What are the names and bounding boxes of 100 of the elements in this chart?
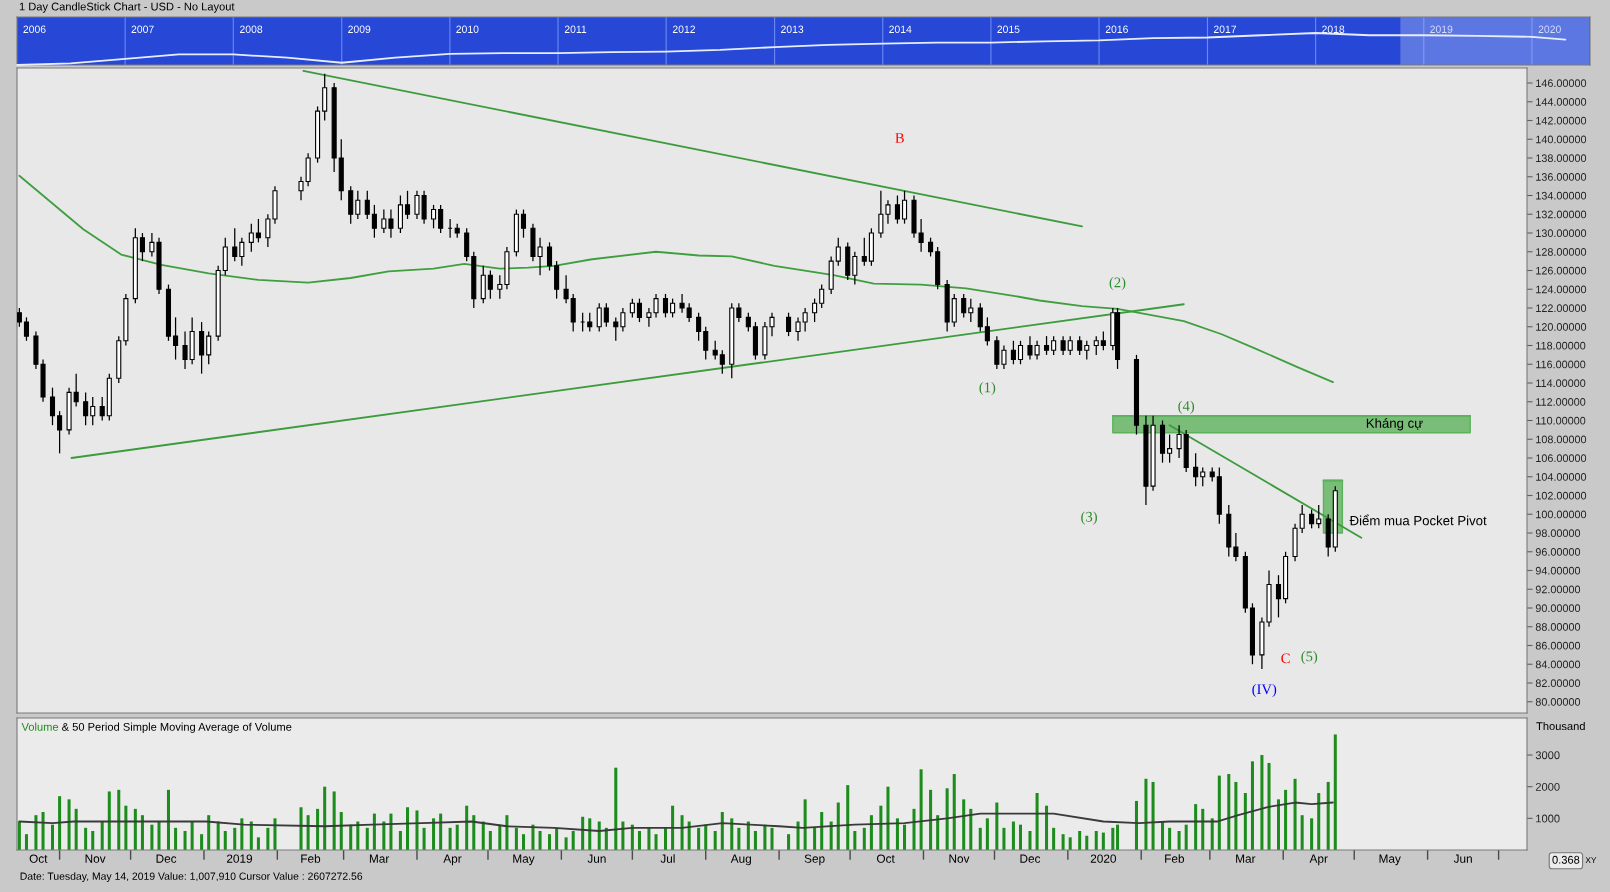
y-tick-label: 142.00000 xyxy=(1536,116,1587,125)
bar xyxy=(746,821,750,850)
bar xyxy=(813,827,817,850)
bar xyxy=(995,802,999,850)
candlestick xyxy=(1275,574,1282,619)
y-tick-label: 132.00000 xyxy=(1536,210,1587,219)
candlestick xyxy=(686,302,692,323)
x-tick-label: Dec xyxy=(1020,854,1041,863)
x-tick-label: 2014 xyxy=(889,25,912,33)
bar xyxy=(323,786,327,850)
candlestick xyxy=(99,396,105,422)
bar xyxy=(365,827,369,850)
chart-title: 1 Day CandleStick Chart - USD - No Layout xyxy=(19,2,235,13)
bar xyxy=(150,824,154,850)
bar xyxy=(803,799,807,850)
x-tick-label: Mar xyxy=(369,854,390,863)
bar xyxy=(124,805,128,850)
y-tick-label: 116.00000 xyxy=(1536,360,1586,369)
bar xyxy=(34,815,38,850)
bar xyxy=(1101,832,1105,850)
x-tick-label: Mar xyxy=(1236,854,1256,863)
candlestick xyxy=(480,265,486,304)
bar xyxy=(273,818,277,850)
bar xyxy=(174,827,178,850)
candlestick xyxy=(719,349,725,375)
bar xyxy=(1052,827,1056,850)
x-tick-label: May xyxy=(1379,854,1401,866)
y-tick-label: 112.00000 xyxy=(1536,398,1586,406)
bar xyxy=(1111,827,1115,850)
bar xyxy=(498,824,502,850)
bar xyxy=(1116,824,1120,850)
bar xyxy=(704,824,708,850)
bar xyxy=(1217,775,1221,850)
x-tick-label: 2018 xyxy=(1322,25,1345,33)
y-tick-label: 84.00000 xyxy=(1535,660,1581,669)
candlestick xyxy=(679,293,685,314)
bar xyxy=(1168,827,1172,850)
candlestick xyxy=(255,218,261,244)
bar xyxy=(117,789,121,850)
candlestick xyxy=(670,298,676,319)
y-tick-label: 110.00000 xyxy=(1536,416,1586,425)
x-tick-label: Jun xyxy=(1453,854,1472,863)
bar xyxy=(1267,762,1271,850)
bar xyxy=(1078,831,1082,850)
y-tick-label: 138.00000 xyxy=(1536,154,1587,163)
candlestick xyxy=(1167,433,1173,464)
bar xyxy=(316,808,320,850)
candlestick xyxy=(388,208,394,239)
bar xyxy=(74,808,78,850)
candlestick xyxy=(90,396,96,426)
candlestick xyxy=(812,298,818,323)
bar xyxy=(663,827,668,850)
y-tick-label: 130.00000 xyxy=(1536,229,1587,238)
candlestick xyxy=(1316,504,1322,529)
y-tick-label: 80.00000 xyxy=(1535,698,1581,706)
y-tick-label: 104.00000 xyxy=(1536,473,1587,481)
bar xyxy=(299,807,303,850)
bar xyxy=(1161,821,1165,850)
x-tick-label: 2015 xyxy=(997,25,1020,33)
bar xyxy=(84,827,88,850)
candlestick xyxy=(1299,504,1305,534)
y-tick-label: 90.00000 xyxy=(1535,604,1581,613)
candlestick xyxy=(1051,335,1057,356)
bar xyxy=(763,824,767,850)
candlestick xyxy=(348,185,354,225)
y-tick-label: 114.00000 xyxy=(1536,379,1586,388)
candlestick xyxy=(1067,335,1073,356)
bar xyxy=(488,831,492,850)
candlestick xyxy=(835,237,841,267)
bar xyxy=(969,808,973,850)
candlestick xyxy=(1193,452,1199,487)
text: XY xyxy=(1585,857,1597,863)
candlestick xyxy=(438,204,444,234)
bar xyxy=(962,799,966,850)
bar xyxy=(637,831,641,850)
candlestick xyxy=(546,241,553,272)
bar xyxy=(1194,804,1198,850)
bar xyxy=(869,815,873,850)
bar xyxy=(372,813,376,850)
x-tick-label: 2019 xyxy=(226,854,253,863)
candlestick xyxy=(852,251,858,286)
candlestick xyxy=(968,298,974,323)
bar xyxy=(107,791,111,850)
candlestick xyxy=(364,190,370,220)
bar xyxy=(936,815,940,850)
bar xyxy=(945,788,949,850)
bar xyxy=(1201,808,1205,850)
bar xyxy=(91,831,95,850)
candlestick xyxy=(322,73,328,122)
bar xyxy=(952,774,956,850)
bar xyxy=(1144,778,1148,850)
candlestick xyxy=(199,321,205,375)
candlestick xyxy=(977,302,983,333)
candlestick xyxy=(182,330,188,370)
candlestick xyxy=(620,307,626,333)
bar xyxy=(398,831,402,850)
candlestick xyxy=(786,312,792,337)
annotation: (2) xyxy=(1109,277,1126,291)
candlestick xyxy=(520,208,527,239)
bar xyxy=(514,827,518,850)
